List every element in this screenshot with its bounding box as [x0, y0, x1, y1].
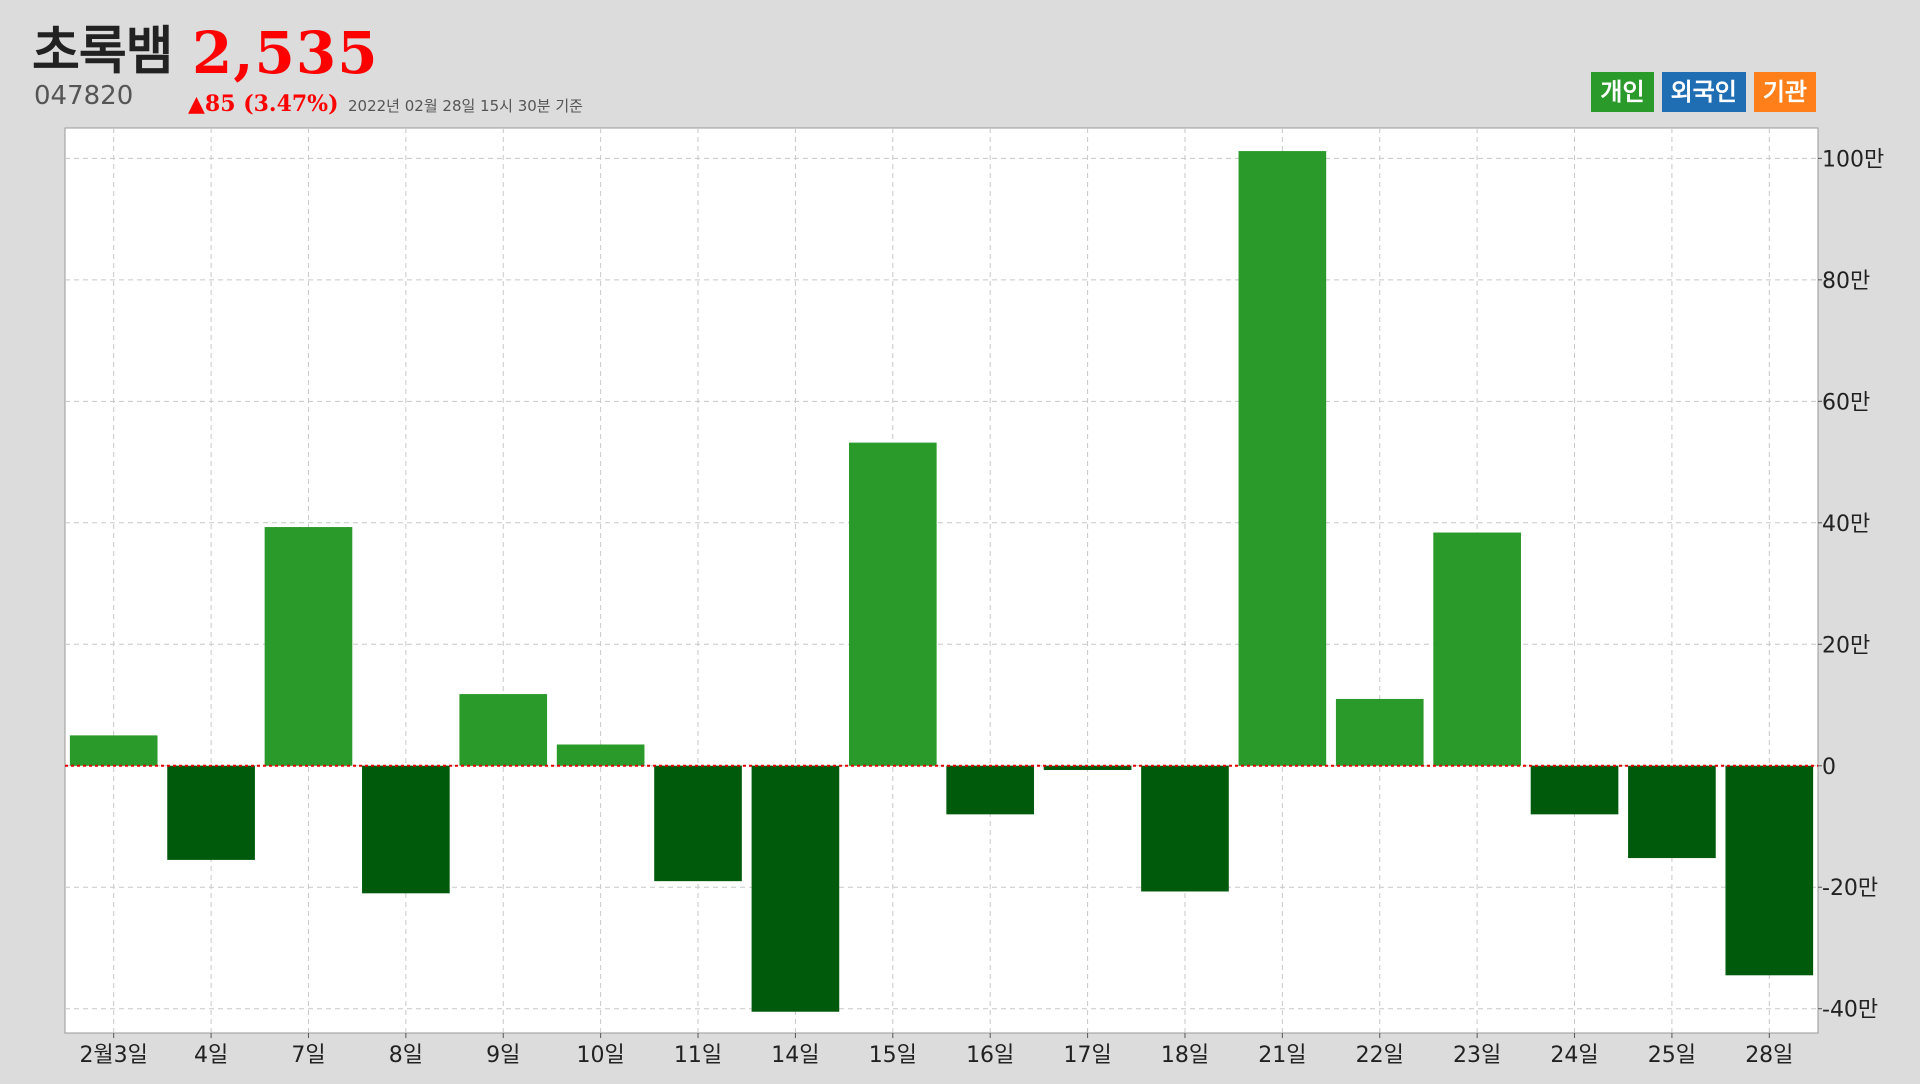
x-tick-label: 8일	[389, 1043, 423, 1068]
bar	[459, 694, 548, 766]
y-tick-label: -40만	[1822, 998, 1878, 1023]
bar	[69, 735, 158, 766]
x-tick-label: 16일	[966, 1043, 1014, 1068]
x-tick-label: 10일	[577, 1043, 625, 1068]
x-tick-label: 21일	[1258, 1043, 1306, 1068]
x-tick-label: 18일	[1161, 1043, 1209, 1068]
bar	[654, 765, 742, 882]
y-tick-label: 0	[1822, 755, 1836, 780]
y-tick-label: 20만	[1822, 633, 1870, 658]
bar	[362, 765, 450, 894]
y-tick-label: -20만	[1822, 876, 1878, 901]
legend-individual-button[interactable]: 개인	[1591, 72, 1654, 112]
y-tick-label: 100만	[1822, 147, 1884, 172]
x-tick-label: 17일	[1063, 1043, 1111, 1068]
bar	[1043, 765, 1132, 771]
bar	[1335, 698, 1424, 766]
x-tick-label: 24일	[1550, 1043, 1598, 1068]
x-tick-label: 28일	[1745, 1043, 1793, 1068]
x-tick-label: 11일	[674, 1043, 722, 1068]
x-tick-label: 7일	[291, 1043, 325, 1068]
plot-area	[64, 127, 1819, 1034]
y-tick-label: 60만	[1822, 390, 1870, 415]
bar	[556, 744, 645, 766]
x-tick-label: 2월3일	[79, 1043, 147, 1068]
legend: 개인 외국인 기관	[1591, 72, 1816, 112]
bar	[848, 442, 937, 766]
timestamp: 2022년 02월 28일 15시 30분 기준	[348, 97, 583, 115]
stock-name: 초록뱀	[32, 22, 174, 82]
current-price: 2,535	[192, 19, 379, 87]
legend-institution-button[interactable]: 기관	[1753, 72, 1816, 112]
x-tick-label: 22일	[1356, 1043, 1404, 1068]
legend-foreign-button[interactable]: 외국인	[1661, 72, 1746, 112]
x-tick-label: 23일	[1453, 1043, 1501, 1068]
bar	[167, 765, 255, 860]
bar	[1628, 765, 1716, 859]
bar	[1725, 765, 1814, 976]
x-tick-label: 4일	[194, 1043, 228, 1068]
price-change: ▲85 (3.47%)	[188, 91, 339, 117]
bar	[751, 765, 840, 1012]
x-tick-label: 15일	[869, 1043, 917, 1068]
chart-header: 초록뱀 047820 2,535 ▲85 (3.47%) 2022년 02월 2…	[0, 0, 1920, 130]
bar	[1530, 765, 1619, 815]
stock-code: 047820	[34, 81, 134, 111]
bar	[1238, 151, 1327, 766]
bar	[946, 765, 1035, 815]
bar	[1433, 532, 1521, 766]
x-tick-label: 25일	[1648, 1043, 1696, 1068]
y-tick-label: 80만	[1822, 269, 1870, 294]
x-tick-label: 9일	[486, 1043, 520, 1068]
x-tick-label: 14일	[771, 1043, 819, 1068]
bar	[1141, 765, 1229, 892]
bar	[264, 527, 353, 766]
y-tick-label: 40만	[1822, 512, 1870, 537]
